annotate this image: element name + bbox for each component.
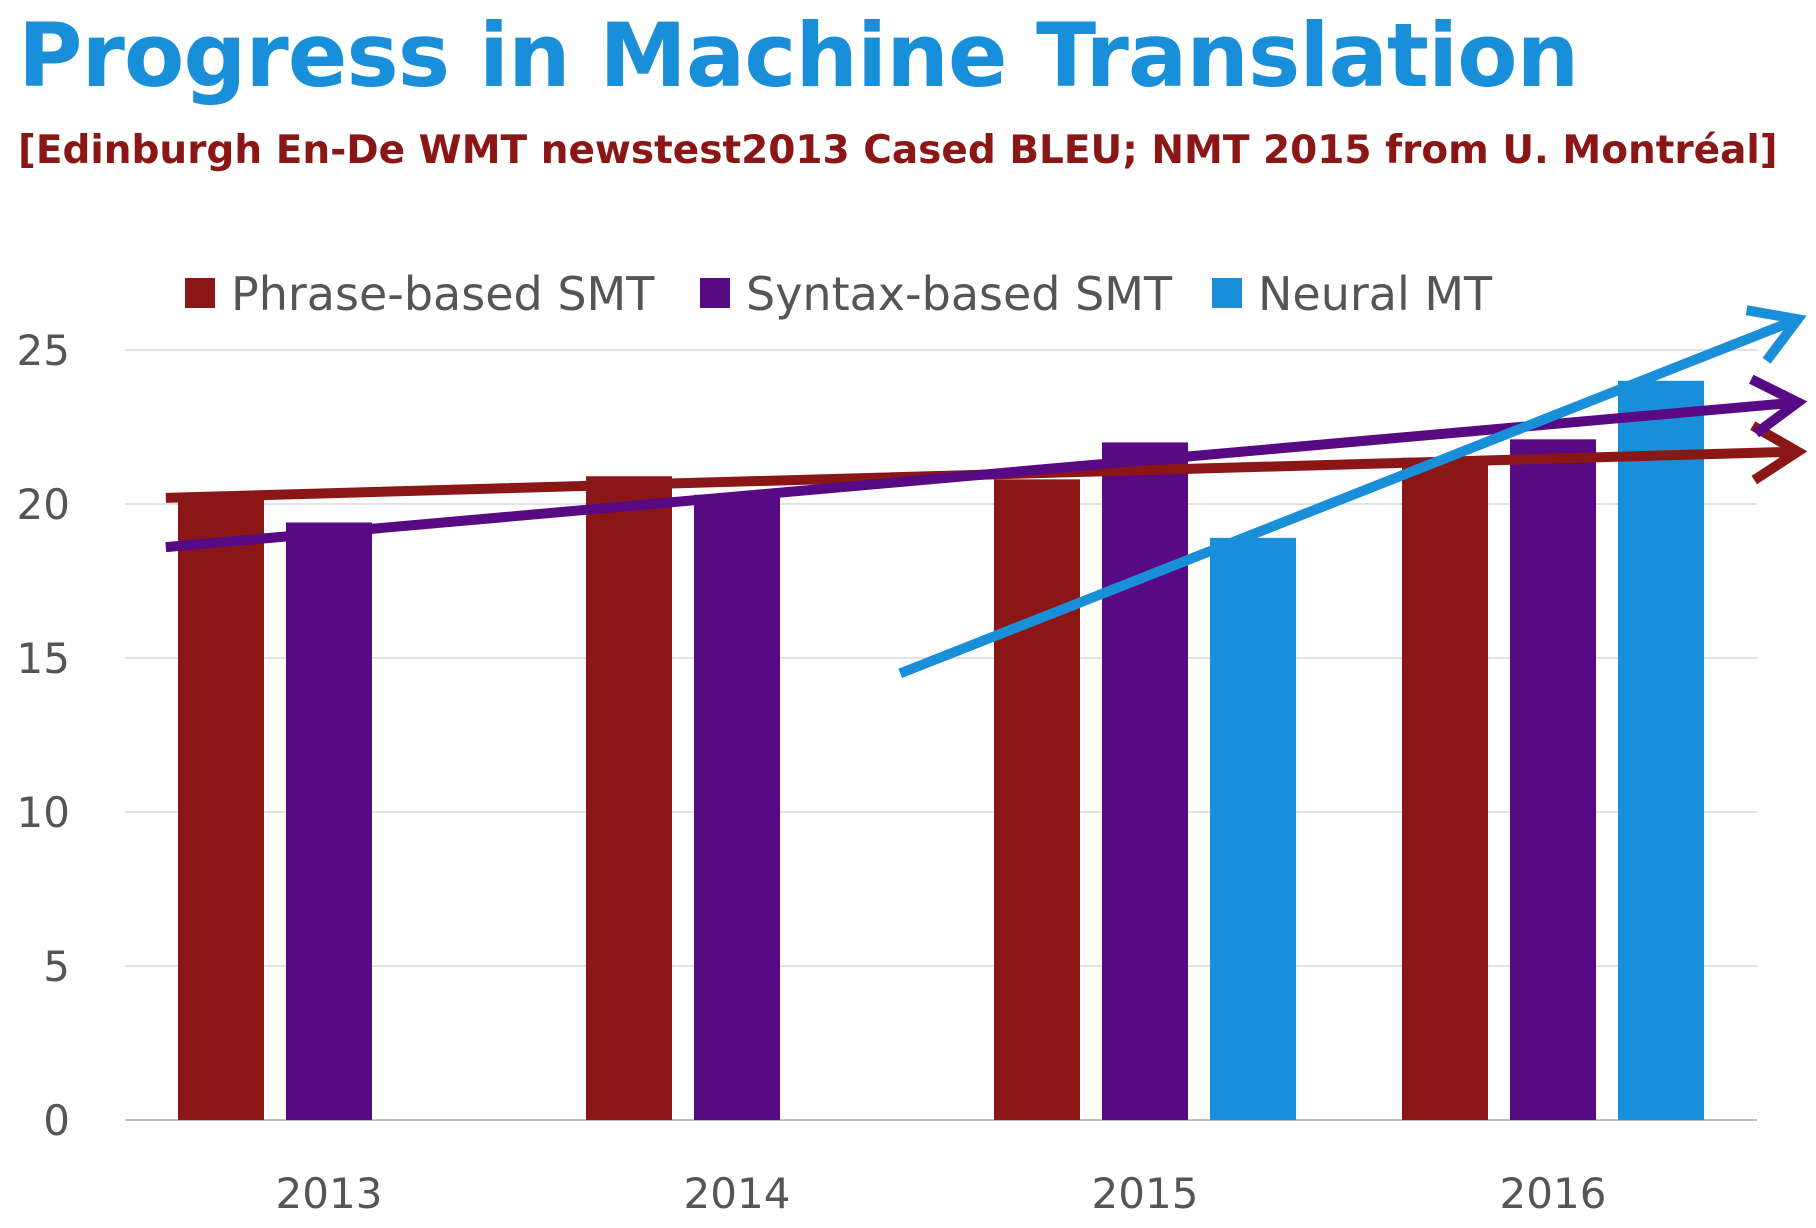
y-tick-label: 15 — [17, 634, 70, 683]
x-tick-label: 2013 — [276, 1169, 383, 1218]
bar-phrase-based-smt-2014 — [586, 476, 672, 1120]
legend-label-phrase-based-smt: Phrase-based SMT — [231, 267, 655, 321]
legend-swatch-syntax-based-smt — [700, 278, 730, 308]
y-axis: 0 5 10 15 20 25 — [17, 326, 70, 1145]
x-axis: 2013 2014 2015 2016 — [276, 1169, 1607, 1218]
bar-syntax-based-smt-2013 — [286, 522, 372, 1120]
bars — [178, 380, 1704, 1120]
bar-syntax-based-smt-2014 — [694, 494, 780, 1120]
bar-neural-mt-2016 — [1618, 380, 1704, 1120]
y-tick-label: 20 — [17, 480, 70, 529]
bar-phrase-based-smt-2016 — [1402, 457, 1488, 1120]
chart-title: Progress in Machine Translation — [18, 4, 1579, 107]
x-tick-label: 2015 — [1092, 1169, 1199, 1218]
legend-label-neural-mt: Neural MT — [1258, 267, 1493, 321]
chart-subtitle: [Edinburgh En-De WMT newstest2013 Cased … — [18, 128, 1778, 173]
y-tick-label: 10 — [17, 788, 70, 837]
bar-syntax-based-smt-2015 — [1102, 442, 1188, 1120]
y-tick-label: 5 — [43, 942, 70, 991]
x-tick-label: 2016 — [1500, 1169, 1607, 1218]
legend-label-syntax-based-smt: Syntax-based SMT — [746, 267, 1173, 321]
x-tick-label: 2014 — [684, 1169, 791, 1218]
bar-phrase-based-smt-2015 — [994, 479, 1080, 1120]
bar-neural-mt-2015 — [1210, 537, 1296, 1120]
trend-arrow-neural-mt — [898, 305, 1807, 679]
bar-syntax-based-smt-2016 — [1510, 439, 1596, 1120]
y-tick-label: 25 — [17, 326, 70, 375]
legend-swatch-phrase-based-smt — [185, 278, 215, 308]
y-tick-label: 0 — [43, 1096, 70, 1145]
legend-swatch-neural-mt — [1212, 278, 1242, 308]
legend: Phrase-based SMT Syntax-based SMT Neural M… — [185, 267, 1493, 321]
trend-arrows — [165, 305, 1808, 679]
bar-phrase-based-smt-2013 — [178, 494, 264, 1120]
